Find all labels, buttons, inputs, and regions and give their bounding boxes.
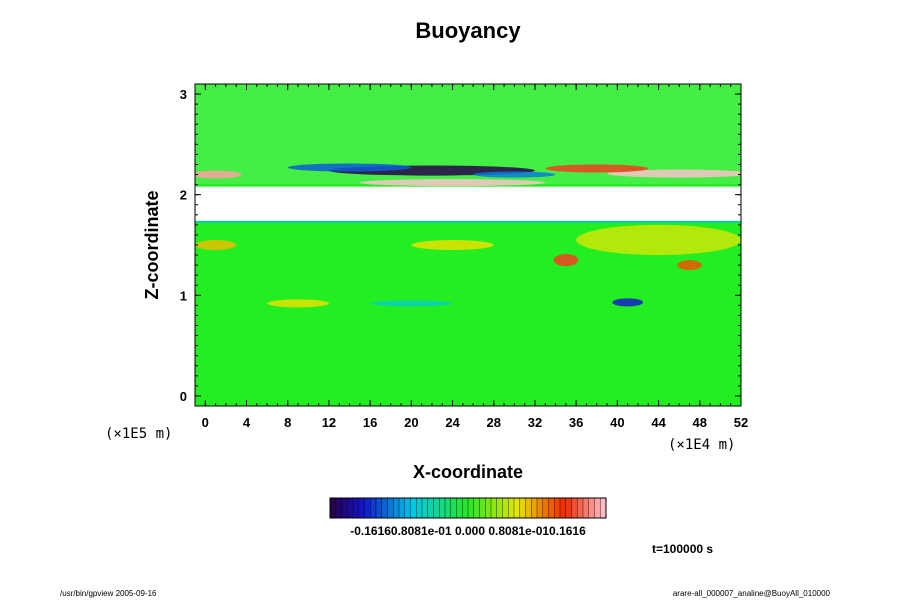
colorbar-segment-19: [439, 498, 446, 518]
time-label: t=100000 s: [652, 542, 713, 556]
colorbar-segment-28: [491, 498, 498, 518]
colorbar-segment-10: [387, 498, 394, 518]
field-features: [195, 163, 741, 308]
colorbar-segment-26: [479, 498, 486, 518]
colorbar-segment-5: [358, 498, 365, 518]
field-feature-10: [267, 299, 329, 308]
colorbar-segment-44: [583, 498, 590, 518]
colorbar-segment-3: [347, 498, 354, 518]
colorbar-segment-18: [433, 498, 440, 518]
x-tick-label-8: 8: [284, 415, 291, 430]
colorbar-segment-40: [560, 498, 567, 518]
chart-title: Buoyancy: [415, 18, 521, 43]
field-feature-11: [370, 300, 453, 307]
field-feature-6: [473, 171, 556, 178]
field-feature-9: [612, 298, 644, 307]
x-tick-label-52: 52: [734, 415, 748, 430]
heatmap-field: [195, 84, 741, 406]
colorbar-segment-25: [473, 498, 480, 518]
field-feature-12: [195, 239, 237, 251]
x-unit-label: (×1E4 m): [668, 437, 735, 453]
colorbar-segment-41: [565, 498, 572, 518]
colorbar-segment-12: [399, 498, 406, 518]
x-tick-label-28: 28: [487, 415, 501, 430]
x-axis-ticks: 0 4 8 12 16 20 24 28 32 36 40 44 48 52: [194, 84, 748, 430]
footer-right: arare-all_000007_analine@BuoyAll_010000: [673, 589, 831, 598]
colorbar-segment-11: [393, 498, 400, 518]
y-tick-label-1: 1: [180, 288, 187, 303]
y-unit-label: (×1E5 m): [105, 426, 172, 442]
colorbar-segment-15: [416, 498, 423, 518]
colorbar-segment-45: [588, 498, 595, 518]
x-axis-label: X-coordinate: [413, 462, 523, 482]
x-tick-label-16: 16: [363, 415, 377, 430]
y-axis-ticks: 0 1 2 3: [180, 87, 741, 404]
colorbar-segment-6: [364, 498, 371, 518]
x-tick-label-0: 0: [202, 415, 209, 430]
colorbar-segment-34: [525, 498, 532, 518]
colorbar-segment-47: [600, 498, 607, 518]
x-tick-label-24: 24: [445, 415, 460, 430]
footer-left: /usr/bin/gpview 2005-09-16: [60, 589, 157, 598]
x-tick-label-12: 12: [322, 415, 336, 430]
field-feature-7: [553, 254, 579, 267]
colorbar-segment-16: [422, 498, 429, 518]
colorbar-segment-20: [445, 498, 452, 518]
x-tick-label-4: 4: [243, 415, 251, 430]
colorbar-segment-22: [456, 498, 463, 518]
colorbar-segment-35: [531, 498, 538, 518]
colorbar-segment-1: [335, 498, 342, 518]
colorbar-segment-27: [485, 498, 492, 518]
field-feature-14: [576, 224, 741, 256]
colorbar-segment-37: [542, 498, 549, 518]
colorbar-segment-8: [376, 498, 383, 518]
field-feature-1: [287, 163, 412, 172]
y-tick-label-0: 0: [180, 389, 187, 404]
colorbar-segment-17: [427, 498, 434, 518]
colorbar-segment-33: [519, 498, 526, 518]
colorbar-segment-30: [502, 498, 509, 518]
field-feature-4: [545, 164, 649, 173]
colorbar-frame: [329, 497, 607, 519]
x-tick-label-44: 44: [651, 415, 666, 430]
colorbar-segment-24: [468, 498, 475, 518]
colorbar-segment-23: [462, 498, 469, 518]
colorbar-segment-4: [353, 498, 360, 518]
field-feature-3: [607, 169, 741, 178]
colorbar-tick-labels: -0.16160.8081e-01 0.000 0.8081e-010.1616: [350, 524, 586, 538]
field-feature-2: [359, 179, 546, 187]
colorbar-segment-39: [554, 498, 561, 518]
colorbar-segment-2: [341, 498, 348, 518]
colorbar-segment-14: [410, 498, 417, 518]
colorbar-segment-9: [381, 498, 388, 518]
data-gap-region: [195, 186, 741, 222]
colorbar-segment-7: [370, 498, 377, 518]
colorbar-segment-36: [537, 498, 544, 518]
colorbar: [329, 498, 607, 518]
x-tick-label-36: 36: [569, 415, 583, 430]
field-feature-8: [677, 260, 702, 271]
field-feature-13: [411, 239, 494, 251]
colorbar-segment-31: [508, 498, 515, 518]
x-tick-label-48: 48: [693, 415, 707, 430]
colorbar-segment-38: [548, 498, 555, 518]
colorbar-segment-21: [450, 498, 457, 518]
colorbar-segment-43: [577, 498, 584, 518]
colorbar-segment-42: [571, 498, 578, 518]
x-tick-label-40: 40: [610, 415, 624, 430]
y-tick-label-3: 3: [180, 87, 187, 102]
y-tick-label-2: 2: [180, 188, 187, 203]
x-tick-label-32: 32: [528, 415, 542, 430]
field-feature-5: [195, 170, 242, 179]
colorbar-segment-29: [496, 498, 503, 518]
colorbar-segment-32: [514, 498, 521, 518]
y-axis-label: Z-coordinate: [142, 190, 162, 299]
colorbar-segment-0: [330, 498, 337, 518]
colorbar-segment-46: [594, 498, 601, 518]
colorbar-segment-13: [404, 498, 411, 518]
x-tick-label-20: 20: [404, 415, 418, 430]
